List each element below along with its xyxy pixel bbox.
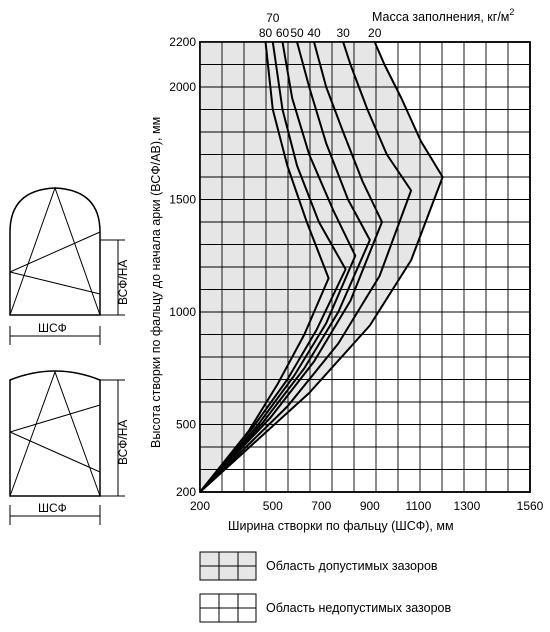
curve-label-30: 30: [336, 26, 350, 40]
mass-curve-30: [199, 41, 413, 493]
y-tick-2200: 2200: [169, 35, 196, 49]
mass-curve-60: [199, 41, 357, 493]
height-label-top: ВСФ/НА: [116, 260, 130, 305]
mass-title-superscript: 2: [509, 7, 514, 17]
mass-title: Масса заполнения, кг/м2: [372, 7, 514, 24]
x-tick-900: 900: [360, 499, 380, 513]
x-tick-1560: 1560: [517, 499, 544, 513]
mass-title-text: Масса заполнения, кг/м: [372, 10, 509, 24]
y-tick-2000: 2000: [169, 80, 196, 94]
y-tick-labels: 200 500 1000 1500 2000 2200: [169, 35, 196, 499]
curve-label-50: 50: [290, 26, 304, 40]
mass-curve-80: [199, 41, 330, 493]
y-tick-1500: 1500: [169, 193, 196, 207]
y-axis-label: Высота створки по фальцу до начала арки …: [149, 117, 163, 448]
mass-curves: [199, 41, 444, 493]
legend-forbidden-label: Область недопустимых зазоров: [266, 601, 451, 615]
legend-allowed-swatch: [199, 551, 257, 581]
mass-curve-50: [199, 41, 371, 493]
mass-curve-20: [199, 41, 444, 493]
plot-border: [199, 41, 531, 493]
x-tick-1300: 1300: [454, 499, 481, 513]
x-tick-500: 500: [263, 499, 283, 513]
x-axis-label: Ширина створки по фальцу (ШСФ), мм: [228, 519, 454, 533]
curve-label-80: 80: [259, 26, 273, 40]
height-label-bottom: ВСФ/НА: [116, 420, 130, 465]
mass-curve-70: [199, 41, 347, 493]
grid-lines: [199, 41, 531, 493]
curve-label-20: 20: [368, 26, 382, 40]
y-tick-1000: 1000: [169, 305, 196, 319]
curve-label-70: 70: [266, 11, 280, 25]
x-tick-200: 200: [190, 499, 210, 513]
y-tick-200: 200: [176, 485, 196, 499]
arched-window-diagram: [9, 186, 125, 345]
x-tick-labels: 200 500 700 900 1100 1300 1560: [190, 499, 544, 513]
x-tick-700: 700: [311, 499, 331, 513]
legend-forbidden-swatch: [199, 593, 257, 623]
width-label-bottom: ШСФ: [38, 501, 67, 515]
curve-label-40: 40: [307, 26, 321, 40]
mass-curve-40: [199, 41, 383, 493]
curve-label-60: 60: [276, 26, 290, 40]
x-tick-1100: 1100: [405, 499, 431, 513]
segment-window-diagram: [9, 370, 125, 525]
legend-allowed-label: Область допустимых зазоров: [266, 559, 438, 573]
y-tick-500: 500: [176, 418, 196, 432]
width-label-top: ШСФ: [38, 321, 67, 335]
